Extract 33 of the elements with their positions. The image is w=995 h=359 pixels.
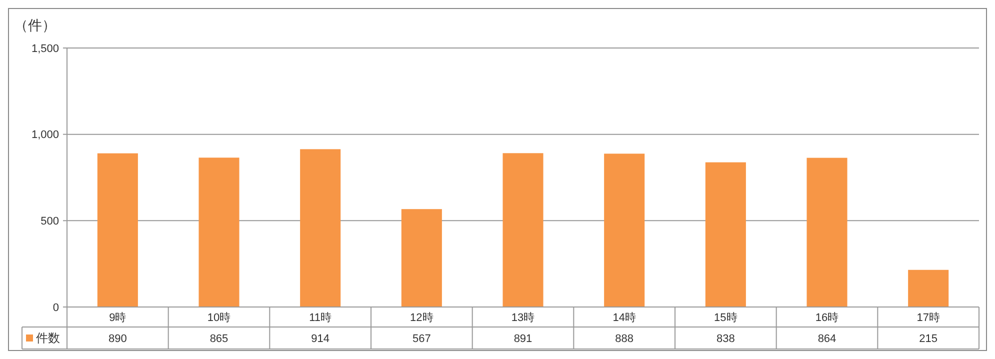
x-tick-label: 14時 [612,310,636,324]
y-axis-title: （件） [14,17,56,33]
y-tick-label: 1,500 [31,42,59,55]
bar [97,153,138,307]
bar [806,158,848,307]
x-tick-label: 9時 [109,310,126,324]
x-tick-label: 11時 [309,310,332,324]
x-tick-label: 17時 [916,310,940,324]
bar [198,158,240,307]
bar [300,149,341,307]
data-label: 888 [615,332,634,345]
y-tick-label: 500 [40,216,59,228]
data-label: 567 [412,332,431,345]
bar [502,153,544,307]
x-tick-label: 10時 [207,310,231,324]
data-label: 215 [919,332,938,345]
bar [604,154,645,307]
bar [908,270,949,307]
data-label: 838 [716,332,735,345]
x-tick-label: 13時 [511,310,535,324]
data-label: 864 [818,332,836,345]
x-tick-label: 16時 [815,310,839,324]
data-label: 914 [311,332,330,345]
y-tick-label: 1,000 [31,129,59,142]
x-tick-label: 12時 [410,310,434,324]
x-tick-label: 15時 [714,310,738,324]
data-label: 865 [210,332,228,345]
data-label: 890 [108,332,127,345]
bar [705,162,746,307]
data-label: 891 [514,332,532,345]
bar [401,209,442,307]
legend-label: 件数 [36,331,60,346]
y-tick-label: 0 [52,302,59,314]
